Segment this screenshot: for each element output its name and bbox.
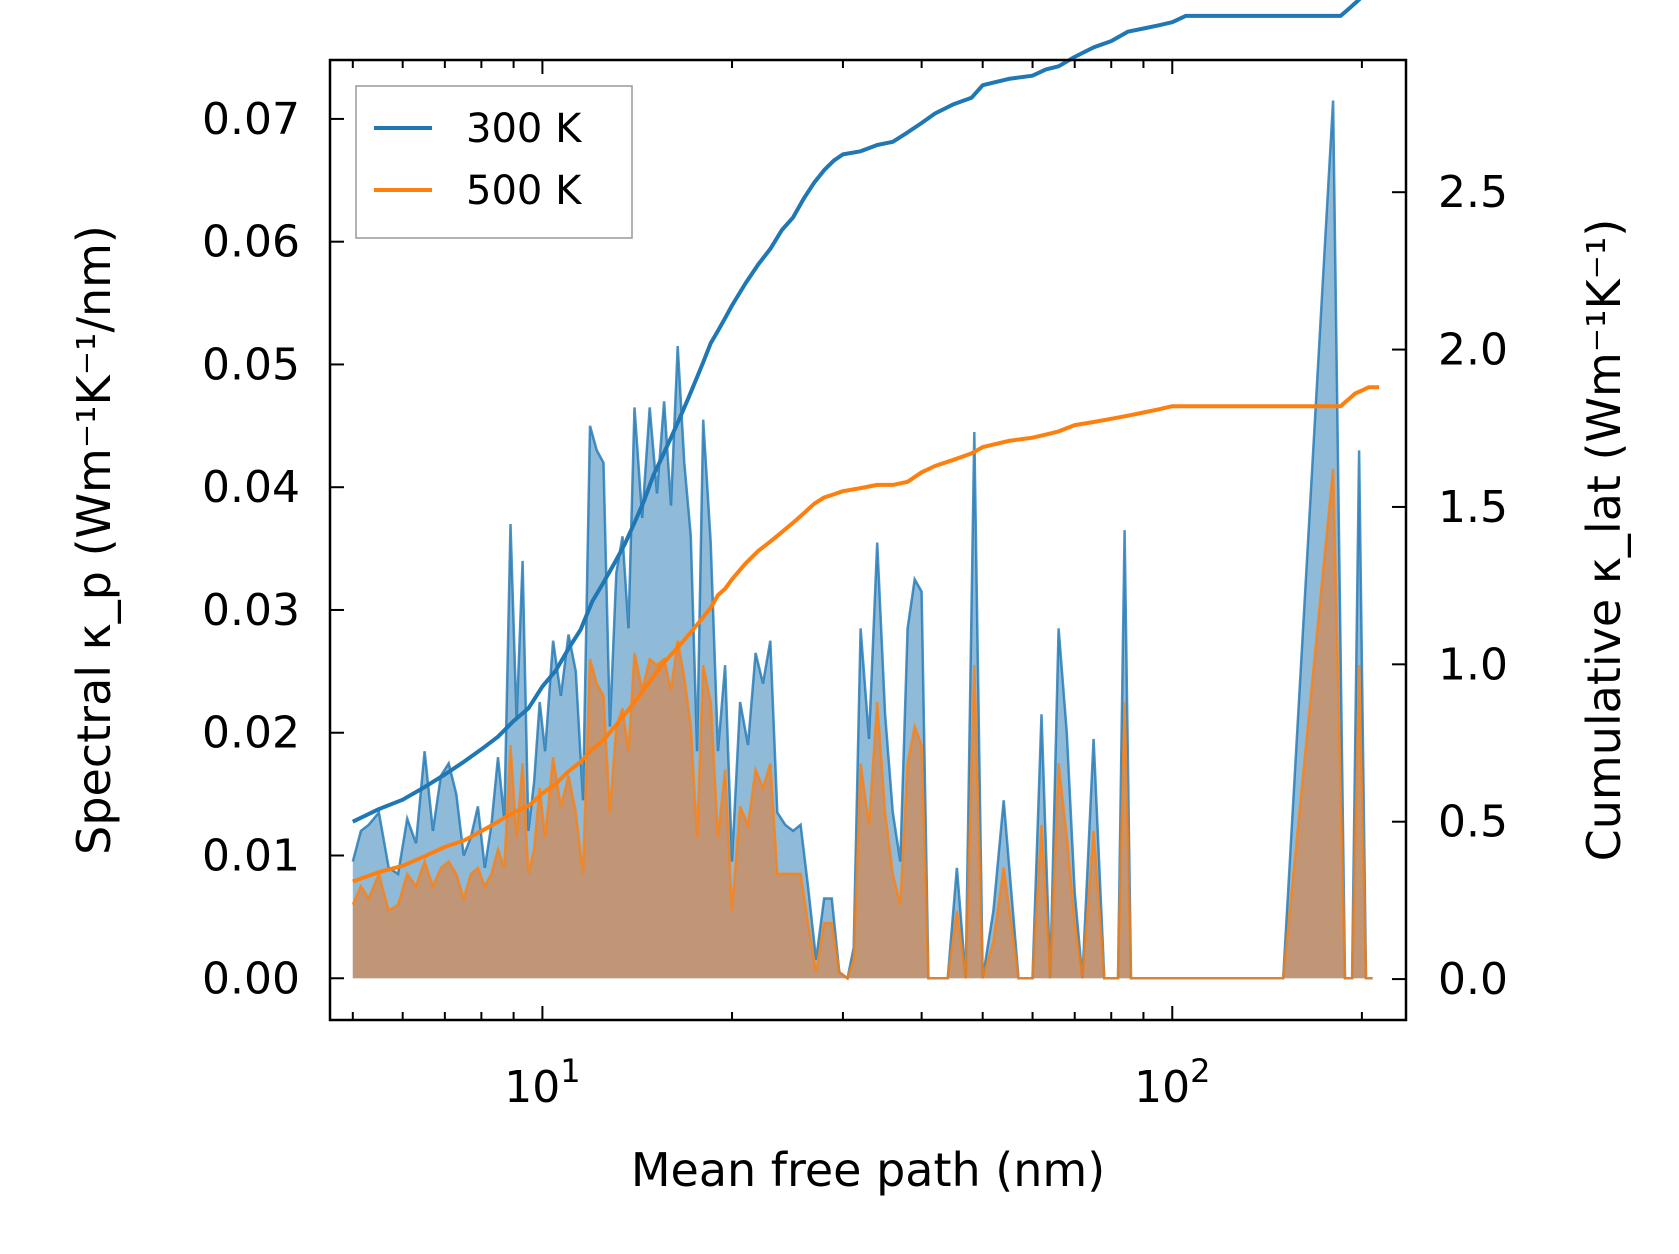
y-axis-right-ticks: 0.0 0.5 1.0 1.5 2.0 2.5 xyxy=(1392,167,1508,1005)
cumulative-line-500k xyxy=(352,385,1380,884)
y-right-tick-label: 1.5 xyxy=(1438,482,1508,533)
y-left-tick-label: 0.01 xyxy=(202,830,300,881)
x-axis-ticks: 101 102 xyxy=(351,60,1363,1113)
plot-frame xyxy=(328,58,1408,1022)
legend-label-500k: 500 K xyxy=(466,168,583,214)
legend: 300 K 500 K xyxy=(355,85,633,239)
legend-box xyxy=(355,85,633,239)
cumulative-lines xyxy=(351,0,1380,884)
y-axis-right-label: Cumulative κ_lat (Wm⁻¹K⁻¹) xyxy=(1577,219,1631,862)
spectral-line-500k xyxy=(351,468,1373,981)
spectral-lines xyxy=(351,100,1373,981)
cumulative-line-300k xyxy=(351,0,1362,824)
x-tick-label: 102 xyxy=(1134,1052,1210,1113)
y-right-tick-label: 2.5 xyxy=(1438,167,1508,218)
x-axis-label: Mean free path (nm) xyxy=(631,1143,1105,1197)
y-left-tick-label: 0.06 xyxy=(202,217,300,268)
y-right-tick-label: 1.0 xyxy=(1438,639,1508,690)
y-right-tick-label: 0.0 xyxy=(1438,954,1508,1005)
y-left-tick-label: 0.02 xyxy=(202,708,300,759)
y-left-tick-label: 0.00 xyxy=(202,953,300,1004)
spectral-line-300k xyxy=(351,100,1373,981)
y-axis-left-label: Spectral κ_p (Wm⁻¹K⁻¹/nm) xyxy=(67,225,121,855)
y-left-tick-label: 0.04 xyxy=(202,462,300,513)
spectral-fill-500k xyxy=(352,468,1373,979)
y-left-tick-label: 0.05 xyxy=(202,339,300,390)
y-left-tick-label: 0.03 xyxy=(202,585,300,636)
y-right-tick-label: 0.5 xyxy=(1438,797,1508,848)
y-axis-left-ticks: 0.00 0.01 0.02 0.03 0.04 0.05 0.06 0.07 xyxy=(202,94,344,1004)
y-left-tick-label: 0.07 xyxy=(202,94,300,145)
x-tick-label: 101 xyxy=(504,1052,580,1113)
legend-label-300k: 300 K xyxy=(466,106,583,152)
y-right-tick-label: 2.0 xyxy=(1438,325,1508,376)
